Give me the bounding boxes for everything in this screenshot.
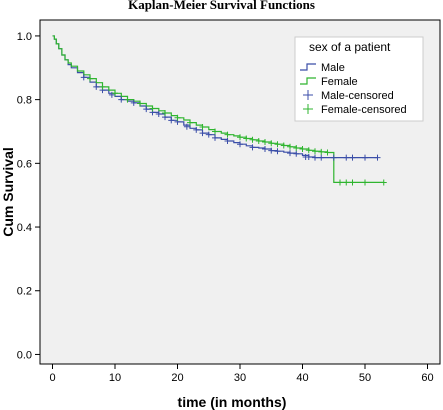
censored-mark xyxy=(149,105,156,112)
censored-mark xyxy=(87,75,93,82)
censored-mark xyxy=(212,134,218,141)
chart-title: Kaplan-Meier Survival Functions xyxy=(128,0,315,12)
censored-mark xyxy=(108,91,115,98)
legend-entry: Male xyxy=(321,62,345,74)
censored-mark xyxy=(80,74,87,81)
x-axis-title: time (in months) xyxy=(178,394,287,410)
legend-title: sex of a patient xyxy=(309,40,391,54)
censored-mark xyxy=(349,154,356,161)
censored-mark xyxy=(343,154,350,161)
censored-mark xyxy=(312,154,318,161)
y-axis: 0.0 0.2 0.4 0.6 0.8 1.0 xyxy=(17,31,40,361)
censored-mark xyxy=(199,124,206,131)
censored-mark xyxy=(137,100,143,107)
censored-mark xyxy=(268,140,275,147)
censored-mark xyxy=(324,149,331,156)
censored-mark xyxy=(130,99,137,106)
censored-mark xyxy=(287,143,293,150)
censored-mark xyxy=(249,144,256,151)
x-tick-label: 0 xyxy=(49,372,55,384)
censored-mark xyxy=(305,153,312,160)
censored-mark xyxy=(99,83,106,90)
censored-mark xyxy=(183,123,190,130)
censored-mark xyxy=(268,147,275,154)
y-axis-title: Cum Survival xyxy=(0,147,16,236)
censor-layer xyxy=(80,74,387,186)
x-tick-label: 20 xyxy=(171,372,183,384)
censored-mark xyxy=(274,141,281,148)
x-tick-label: 60 xyxy=(421,372,433,384)
x-tick-label: 50 xyxy=(359,372,371,384)
y-tick-label: 0.0 xyxy=(17,349,32,361)
censored-mark xyxy=(124,96,131,103)
censored-mark xyxy=(162,110,168,117)
legend-censor-symbol xyxy=(303,104,313,114)
censored-mark xyxy=(212,128,218,135)
censored-mark xyxy=(224,131,231,138)
censored-mark xyxy=(380,179,387,186)
censored-mark xyxy=(330,154,337,161)
censored-mark xyxy=(118,96,125,103)
censored-mark xyxy=(337,179,343,186)
y-tick-label: 0.6 xyxy=(17,158,32,170)
censored-mark xyxy=(249,136,256,143)
censored-mark xyxy=(262,138,268,145)
censored-mark xyxy=(112,90,118,97)
legend-entry: Female xyxy=(321,76,358,88)
legend: sex of a patient Male Female Male-censored… xyxy=(294,36,424,122)
censored-mark xyxy=(293,150,300,157)
censored-mark xyxy=(299,146,306,152)
censored-mark xyxy=(199,130,206,137)
legend-line-symbol xyxy=(300,63,316,71)
censored-mark xyxy=(362,154,368,161)
censored-mark xyxy=(287,150,293,157)
censored-mark xyxy=(262,146,268,152)
y-tick-label: 0.4 xyxy=(17,222,32,234)
censored-mark xyxy=(362,179,368,186)
censored-mark xyxy=(305,147,312,154)
x-tick-label: 30 xyxy=(234,372,246,384)
censored-mark xyxy=(187,119,193,126)
censored-mark xyxy=(318,154,325,161)
censored-mark xyxy=(205,131,212,138)
y-tick-label: 1.0 xyxy=(17,31,32,43)
censored-mark xyxy=(349,179,356,186)
x-axis: 0 10 20 30 40 50 60 xyxy=(49,364,434,384)
legend-box xyxy=(294,36,424,122)
censored-mark xyxy=(280,142,287,149)
censored-mark xyxy=(93,83,100,90)
legend-censor-symbol xyxy=(303,90,313,100)
legend-line-symbol xyxy=(300,77,316,85)
x-tick-label: 10 xyxy=(109,372,121,384)
censored-mark xyxy=(293,145,300,152)
censored-mark xyxy=(237,141,243,148)
censored-mark xyxy=(374,154,381,161)
censored-mark xyxy=(224,138,231,145)
x-tick-label: 40 xyxy=(296,372,308,384)
y-tick-label: 0.8 xyxy=(17,95,32,107)
y-tick-label: 0.2 xyxy=(17,286,32,298)
censored-mark xyxy=(318,148,325,155)
censored-mark xyxy=(312,148,318,155)
censored-mark xyxy=(143,106,150,113)
censored-mark xyxy=(343,179,350,186)
censored-mark xyxy=(193,126,200,133)
censored-mark xyxy=(168,117,175,124)
censored-mark xyxy=(155,110,162,117)
legend-entry: Male-censored xyxy=(321,90,394,102)
censored-mark xyxy=(255,138,262,145)
censored-mark xyxy=(237,134,243,141)
legend-entry: Female-censored xyxy=(321,104,407,116)
censored-mark xyxy=(243,135,250,142)
censored-mark xyxy=(174,114,181,121)
censored-mark xyxy=(274,148,281,155)
